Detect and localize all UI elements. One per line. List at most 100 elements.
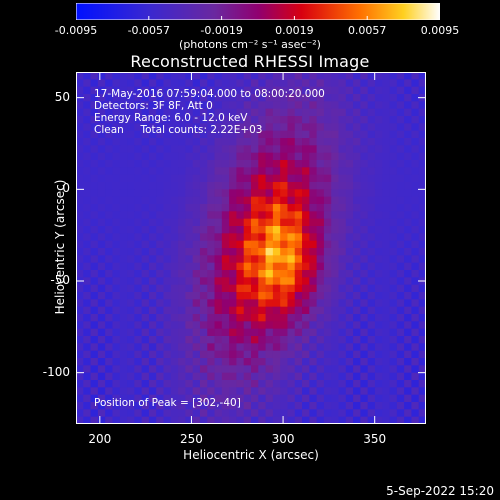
heatmap-cell [323, 72, 332, 80]
colorbar-tick-label: -0.0095 [54, 24, 98, 37]
heatmap-cell [418, 240, 426, 249]
heatmap-cell [382, 306, 390, 315]
heatmap-cell [192, 211, 201, 220]
heatmap-cell [185, 196, 194, 205]
heatmap-cell [331, 86, 339, 95]
heatmap-cell [221, 196, 230, 205]
heatmap-cell [229, 343, 237, 352]
heatmap-cell [83, 328, 91, 337]
heatmap-cell [156, 409, 164, 418]
heatmap-cell [163, 314, 172, 322]
heatmap-cell [236, 233, 245, 242]
heatmap-cell [258, 270, 266, 278]
heatmap-cell [411, 409, 420, 418]
heatmap-cell [141, 108, 150, 117]
heatmap-cell [353, 116, 361, 124]
heatmap-cell [265, 292, 274, 300]
heatmap-cell [178, 79, 186, 88]
heatmap-cell [353, 402, 361, 410]
heatmap-cell [76, 292, 84, 300]
heatmap-cell [389, 94, 398, 102]
heatmap-cell [134, 145, 143, 154]
x-tick-label: 200 [88, 432, 112, 446]
heatmap-cell [338, 328, 347, 337]
heatmap-cell [97, 138, 106, 146]
heatmap-cell [331, 196, 339, 205]
heatmap-cell [119, 86, 128, 95]
heatmap-cell [163, 211, 172, 220]
heatmap-cell [360, 182, 369, 190]
heatmap-cell [178, 284, 186, 293]
heatmap-cell [221, 182, 230, 190]
heatmap-cell [185, 262, 194, 271]
heatmap-cell [127, 394, 135, 403]
heatmap-cell [294, 416, 303, 424]
heatmap-cell [287, 270, 296, 278]
heatmap-cell [178, 94, 186, 102]
heatmap-cell [221, 218, 230, 227]
heatmap-cell [83, 240, 91, 249]
heatmap-cell [418, 380, 426, 388]
heatmap-cell [411, 152, 420, 161]
heatmap-cell [185, 123, 194, 132]
heatmap-cell [156, 299, 164, 308]
heatmap-cell [83, 270, 91, 278]
heatmap-cell [382, 248, 390, 256]
heatmap-cell [345, 174, 354, 183]
heatmap-cell [367, 328, 376, 337]
heatmap-cell [90, 226, 99, 234]
heatmap-cell [367, 130, 376, 139]
heatmap-cell [316, 130, 325, 139]
heatmap-cell [280, 306, 288, 315]
heatmap-cell [360, 152, 369, 161]
heatmap-cell [396, 387, 405, 396]
heatmap-cell [396, 358, 405, 366]
heatmap-cell [294, 101, 303, 110]
heatmap-cell [272, 248, 281, 256]
heatmap-cell [178, 167, 186, 176]
heatmap-cell [389, 233, 398, 242]
x-tick-label: 300 [271, 432, 295, 446]
heatmap-cell [404, 174, 412, 183]
heatmap-cell [229, 196, 237, 205]
heatmap-cell [331, 394, 339, 403]
heatmap-cell [192, 387, 201, 396]
heatmap-cell [243, 416, 252, 424]
heatmap-cell [76, 196, 84, 205]
heatmap-cell [331, 189, 339, 198]
heatmap-cell [141, 145, 150, 154]
heatmap-cell [251, 79, 259, 88]
heatmap-cell [338, 292, 347, 300]
heatmap-cell [170, 255, 179, 264]
heatmap-cell [134, 372, 143, 381]
heatmap-cell [229, 314, 237, 322]
heatmap-cell [302, 204, 310, 212]
heatmap-cell [199, 402, 208, 410]
heatmap-cell [360, 174, 369, 183]
heatmap-cell [185, 365, 194, 374]
heatmap-cell [97, 299, 106, 308]
heatmap-cell [280, 314, 288, 322]
heatmap-cell [170, 321, 179, 330]
heatmap-cell [141, 211, 150, 220]
heatmap-cell [404, 343, 412, 352]
heatmap-cell [396, 182, 405, 190]
heatmap-cell [265, 182, 274, 190]
heatmap-cell [323, 79, 332, 88]
heatmap-cell [251, 138, 259, 146]
heatmap-cell [309, 314, 318, 322]
heatmap-cell [294, 262, 303, 271]
heatmap-cell [192, 218, 201, 227]
heatmap-cell [119, 387, 128, 396]
heatmap-cell [323, 189, 332, 198]
heatmap-cell [185, 211, 194, 220]
heatmap-cell [323, 284, 332, 293]
heatmap-cell [331, 116, 339, 124]
heatmap-cell [367, 138, 376, 146]
heatmap-cell [148, 358, 157, 366]
heatmap-cell [156, 218, 164, 227]
heatmap-cell [148, 226, 157, 234]
heatmap-cell [156, 145, 164, 154]
heatmap-cell [265, 394, 274, 403]
heatmap-cell [338, 204, 347, 212]
